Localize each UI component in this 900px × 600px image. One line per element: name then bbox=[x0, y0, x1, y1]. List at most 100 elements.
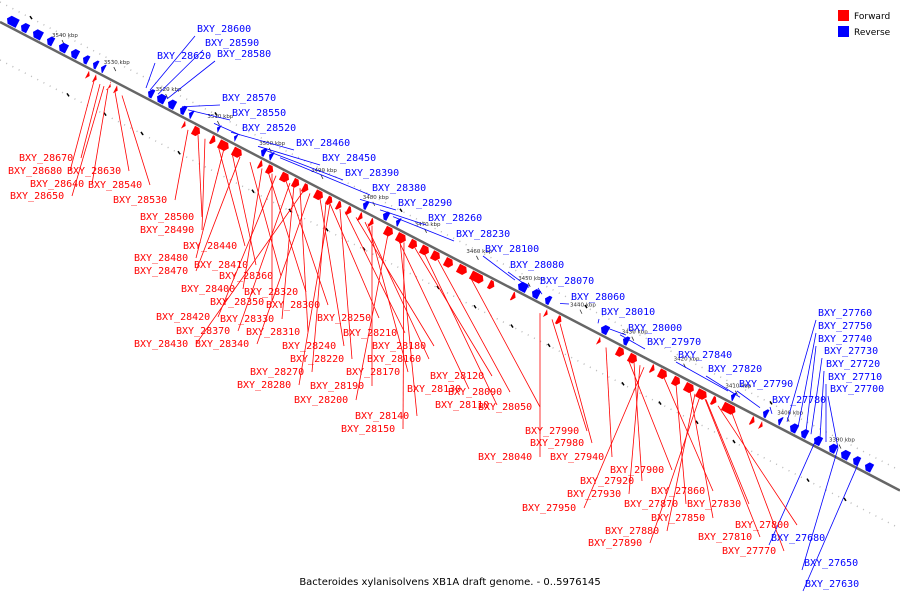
forward-gene-label: BXY_27880 bbox=[605, 526, 659, 537]
callout-leader-line bbox=[605, 347, 613, 458]
reverse-gene-label: BXY_28590 bbox=[205, 38, 259, 49]
callout-leader-line bbox=[423, 252, 498, 406]
callout-leader-line bbox=[633, 362, 643, 482]
callout-leader-line bbox=[397, 239, 470, 390]
forward-gene-arrow bbox=[356, 212, 363, 221]
reverse-gene-arrow bbox=[71, 49, 81, 60]
reverse-gene-shape bbox=[396, 218, 402, 227]
reverse-gene-label: BXY_27700 bbox=[830, 384, 884, 395]
reverse-gene-shape bbox=[261, 147, 268, 157]
scale-label-kbp: 3410 kbp bbox=[725, 384, 751, 390]
callout-leader-line bbox=[195, 190, 305, 345]
callout-leader-line bbox=[237, 182, 291, 332]
callout-leader-line bbox=[311, 201, 327, 373]
forward-gene-arrow bbox=[682, 381, 694, 394]
forward-gene-arrow bbox=[382, 225, 393, 237]
callout-leader-line bbox=[195, 156, 241, 272]
callout-leader-line bbox=[628, 365, 641, 495]
callout-leader-line bbox=[267, 171, 307, 293]
forward-gene-label: BXY_28210 bbox=[343, 328, 397, 339]
callout-leader-line bbox=[217, 145, 246, 247]
reverse-gene-label: BXY_28100 bbox=[485, 244, 539, 255]
forward-gene-arrow bbox=[264, 164, 274, 175]
forward-gene-arrow bbox=[278, 171, 289, 183]
reverse-gene-shape bbox=[790, 423, 800, 434]
callout-leader-line bbox=[265, 150, 344, 181]
reverse-gene-arrow bbox=[168, 99, 178, 110]
forward-gene-arrow bbox=[455, 263, 467, 275]
reverse-gene-label: BXY_28460 bbox=[296, 138, 350, 149]
forward-gene-shape bbox=[324, 195, 333, 205]
callout-leader-line bbox=[786, 319, 817, 422]
reverse-gene-arrow bbox=[545, 295, 553, 306]
forward-gene-label: BXY_28670 bbox=[19, 153, 73, 164]
reverse-gene-label: BXY_27650 bbox=[804, 558, 858, 569]
reverse-gene-arrow bbox=[217, 125, 222, 134]
forward-gene-label: BXY_28360 bbox=[219, 271, 273, 282]
forward-gene-arrow bbox=[554, 315, 562, 325]
reverse-gene-label: BXY_27790 bbox=[739, 379, 793, 390]
reverse-gene-shape bbox=[532, 289, 542, 300]
forward-gene-shape bbox=[264, 164, 274, 175]
reverse-gene-label: BXY_28380 bbox=[372, 183, 426, 194]
guide-tick-mark bbox=[769, 400, 773, 405]
forward-gene-label: BXY_28250 bbox=[317, 313, 371, 324]
forward-gene-label: BXY_28310 bbox=[246, 327, 300, 338]
scale-tick bbox=[631, 336, 635, 341]
forward-gene-label: BXY_27940 bbox=[550, 452, 604, 463]
callout-leader-line bbox=[217, 175, 277, 318]
forward-gene-label: BXY_27800 bbox=[735, 520, 789, 531]
reverse-gene-arrow bbox=[865, 462, 875, 473]
forward-gene-label: BXY_28350 bbox=[210, 297, 264, 308]
forward-gene-arrow bbox=[324, 195, 333, 205]
callout-leader-line bbox=[768, 437, 818, 546]
forward-gene-label: BXY_28340 bbox=[195, 339, 249, 350]
callout-leader-line bbox=[174, 129, 189, 201]
callout-leader-line bbox=[329, 203, 380, 319]
callout-leader-line bbox=[339, 208, 353, 360]
forward-gene-arrow bbox=[112, 85, 118, 94]
callout-leader-line bbox=[597, 318, 600, 324]
forward-gene-arrow bbox=[367, 217, 374, 227]
forward-gene-label: BXY_28540 bbox=[88, 180, 142, 191]
callout-leader-line bbox=[213, 123, 241, 136]
forward-gene-shape bbox=[180, 120, 186, 129]
forward-gene-shape bbox=[442, 257, 453, 268]
forward-gene-shape bbox=[382, 225, 393, 237]
callout-leader-line bbox=[827, 395, 839, 449]
forward-gene-arrow bbox=[300, 183, 309, 193]
callout-leader-line bbox=[689, 391, 714, 519]
forward-gene-label: BXY_27810 bbox=[698, 532, 752, 543]
reverse-gene-label: BXY_28260 bbox=[428, 213, 482, 224]
guide-tick-mark bbox=[621, 381, 625, 386]
reverse-gene-shape bbox=[47, 36, 56, 47]
forward-gene-shape bbox=[418, 244, 429, 256]
reverse-gene-arrow bbox=[853, 456, 862, 466]
legend-swatch bbox=[838, 26, 849, 37]
forward-gene-shape bbox=[757, 420, 763, 429]
callout-leader-line bbox=[469, 276, 541, 408]
reverse-gene-label: BXY_28550 bbox=[232, 108, 286, 119]
forward-gene-shape bbox=[312, 189, 323, 201]
reverse-gene-label: BXY_27720 bbox=[826, 359, 880, 370]
callout-leader-line bbox=[281, 185, 295, 320]
scale-label-kbp: 3540 kbp bbox=[52, 33, 78, 39]
forward-gene-arrow bbox=[344, 205, 352, 215]
callout-leader-line bbox=[230, 131, 295, 151]
reverse-gene-arrow bbox=[101, 64, 107, 74]
callout-leader-line bbox=[279, 157, 371, 196]
scale-tick bbox=[217, 120, 220, 126]
forward-gene-shape bbox=[334, 200, 342, 210]
guide-tick-mark bbox=[547, 343, 551, 348]
reverse-gene-shape bbox=[841, 449, 852, 461]
forward-gene-shape bbox=[455, 263, 467, 275]
callout-leader-line bbox=[379, 209, 427, 226]
callout-leader-line bbox=[355, 233, 389, 401]
scale-tick bbox=[579, 309, 583, 314]
forward-gene-arrow bbox=[290, 177, 300, 188]
forward-gene-label: BXY_28490 bbox=[140, 225, 194, 236]
forward-gene-label: BXY_28050 bbox=[478, 402, 532, 413]
reverse-gene-label: BXY_27730 bbox=[824, 346, 878, 357]
callout-leader-line bbox=[705, 375, 741, 398]
reverse-gene-label: BXY_28600 bbox=[197, 24, 251, 35]
